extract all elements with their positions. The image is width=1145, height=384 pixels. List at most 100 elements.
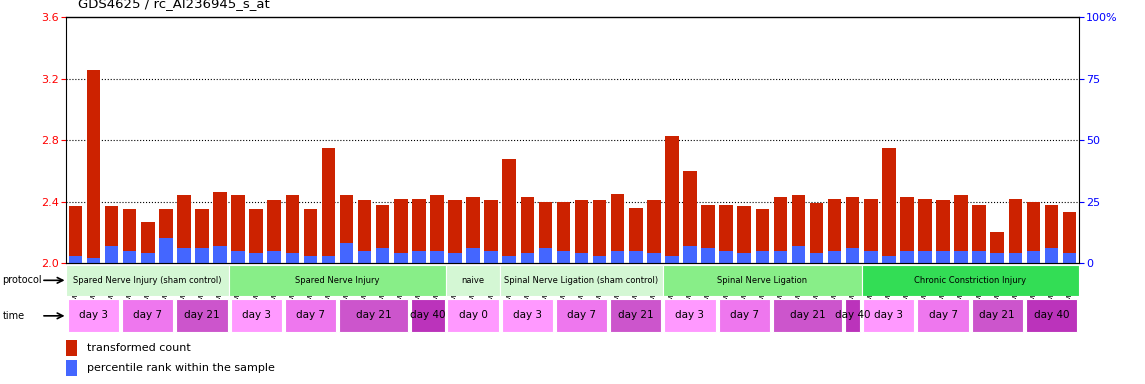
Bar bbox=[719, 251, 733, 263]
Text: Spinal Nerve Ligation: Spinal Nerve Ligation bbox=[717, 276, 807, 285]
Text: day 40: day 40 bbox=[835, 310, 870, 320]
Bar bbox=[268, 200, 281, 263]
Bar bbox=[231, 195, 245, 263]
Text: day 21: day 21 bbox=[184, 310, 220, 320]
Text: Spared Nerve Injury: Spared Nerve Injury bbox=[295, 276, 380, 285]
Bar bbox=[611, 251, 624, 263]
Bar bbox=[250, 253, 263, 263]
Bar bbox=[445, 265, 500, 296]
Bar bbox=[684, 246, 697, 263]
Bar bbox=[159, 238, 173, 263]
Bar bbox=[322, 256, 335, 263]
Bar bbox=[500, 265, 663, 296]
Bar bbox=[774, 251, 787, 263]
Bar bbox=[66, 263, 1079, 384]
Bar bbox=[69, 206, 82, 263]
Bar bbox=[376, 205, 389, 263]
Bar bbox=[213, 192, 227, 263]
Bar bbox=[990, 253, 1004, 263]
Bar bbox=[828, 199, 842, 263]
Bar bbox=[123, 300, 173, 332]
Text: day 40: day 40 bbox=[1034, 310, 1069, 320]
Bar bbox=[66, 265, 229, 296]
Bar bbox=[411, 300, 444, 332]
Bar bbox=[756, 209, 769, 263]
Bar bbox=[791, 195, 805, 263]
Text: day 7: day 7 bbox=[567, 310, 597, 320]
Bar bbox=[937, 251, 950, 263]
Bar bbox=[538, 248, 552, 263]
Text: time: time bbox=[2, 311, 24, 321]
Bar bbox=[846, 197, 860, 263]
Bar bbox=[990, 232, 1004, 263]
Bar bbox=[268, 251, 281, 263]
Bar bbox=[231, 251, 245, 263]
Bar bbox=[954, 251, 968, 263]
Bar bbox=[684, 171, 697, 263]
Bar bbox=[575, 200, 589, 263]
Bar bbox=[303, 209, 317, 263]
Bar bbox=[917, 300, 969, 332]
Bar bbox=[322, 148, 335, 263]
Bar bbox=[484, 251, 498, 263]
Bar bbox=[737, 206, 751, 263]
Bar bbox=[647, 200, 661, 263]
Bar bbox=[285, 195, 299, 263]
Bar bbox=[448, 200, 461, 263]
Bar bbox=[358, 251, 371, 263]
Bar bbox=[431, 195, 444, 263]
Bar bbox=[195, 209, 208, 263]
Bar bbox=[141, 253, 155, 263]
Bar bbox=[394, 253, 408, 263]
Bar bbox=[521, 197, 534, 263]
Bar bbox=[87, 258, 101, 263]
Bar bbox=[737, 253, 751, 263]
Bar bbox=[701, 248, 714, 263]
Bar bbox=[555, 300, 607, 332]
Bar bbox=[466, 197, 480, 263]
Bar bbox=[230, 300, 282, 332]
Bar bbox=[339, 300, 409, 332]
Bar bbox=[213, 246, 227, 263]
Bar bbox=[502, 300, 553, 332]
Bar bbox=[340, 195, 354, 263]
Bar bbox=[756, 251, 769, 263]
Bar bbox=[1027, 251, 1040, 263]
Bar bbox=[105, 206, 118, 263]
Bar bbox=[593, 200, 607, 263]
Bar bbox=[303, 256, 317, 263]
Bar bbox=[882, 256, 895, 263]
Bar bbox=[1027, 202, 1040, 263]
Bar bbox=[972, 300, 1022, 332]
Bar bbox=[846, 248, 860, 263]
Bar bbox=[556, 202, 570, 263]
Bar bbox=[575, 253, 589, 263]
Bar bbox=[937, 200, 950, 263]
Text: Spared Nerve Injury (sham control): Spared Nerve Injury (sham control) bbox=[73, 276, 222, 285]
Bar bbox=[665, 256, 679, 263]
Bar bbox=[484, 200, 498, 263]
Bar bbox=[123, 251, 136, 263]
Bar bbox=[1026, 300, 1077, 332]
Bar bbox=[828, 251, 842, 263]
Bar bbox=[863, 300, 915, 332]
Text: day 7: day 7 bbox=[729, 310, 759, 320]
Text: day 3: day 3 bbox=[676, 310, 704, 320]
Bar bbox=[900, 197, 914, 263]
Bar bbox=[66, 341, 78, 356]
Text: day 21: day 21 bbox=[356, 310, 392, 320]
Text: day 21: day 21 bbox=[979, 310, 1016, 320]
Text: percentile rank within the sample: percentile rank within the sample bbox=[87, 363, 275, 373]
Bar bbox=[376, 248, 389, 263]
Text: protocol: protocol bbox=[2, 275, 42, 285]
Text: Chronic Constriction Injury: Chronic Constriction Injury bbox=[914, 276, 1026, 285]
Bar bbox=[285, 253, 299, 263]
Bar bbox=[719, 205, 733, 263]
Bar bbox=[123, 209, 136, 263]
Bar bbox=[773, 300, 843, 332]
Text: day 3: day 3 bbox=[513, 310, 542, 320]
Bar bbox=[448, 300, 499, 332]
Bar bbox=[663, 265, 862, 296]
Bar bbox=[629, 251, 642, 263]
Text: day 3: day 3 bbox=[242, 310, 270, 320]
